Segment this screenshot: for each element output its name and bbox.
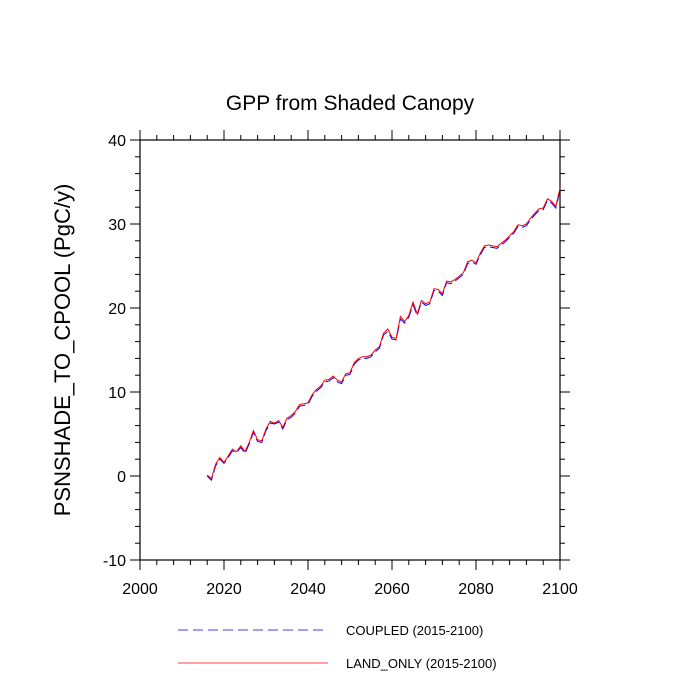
legend-label: COUPLED (2015-2100) — [346, 623, 483, 638]
y-tick-label: 10 — [108, 385, 126, 402]
x-tick-label: 2040 — [290, 581, 326, 598]
y-tick-label: 40 — [108, 133, 126, 150]
legend: COUPLED (2015-2100) LAND_ONLY (2015-2100) — [178, 623, 497, 671]
plot-area: 2000 2020 2040 2060 2080 2100 -10 0 10 20 30 40 — [103, 130, 578, 598]
x-tick-label: 2080 — [458, 581, 494, 598]
x-tick-label: 2100 — [542, 581, 578, 598]
plot-frame — [139, 139, 561, 561]
series-line-land-only — [206, 187, 561, 480]
y-tick-label: 20 — [108, 301, 126, 318]
y-axis-label: PSNSHADE_TO_CPOOL (PgC/y) — [50, 184, 75, 517]
y-tick-label: -10 — [103, 553, 126, 570]
x-tick-label: 2020 — [206, 581, 242, 598]
x-tick-label: 2000 — [122, 581, 158, 598]
y-tick-label: 30 — [108, 217, 126, 234]
legend-label: LAND_ONLY (2015-2100) — [346, 656, 497, 671]
y-tick-label: 0 — [117, 469, 126, 486]
series-line-coupled — [206, 190, 561, 482]
chart-title: GPP from Shaded Canopy — [226, 92, 475, 115]
x-tick-label: 2060 — [374, 581, 410, 598]
